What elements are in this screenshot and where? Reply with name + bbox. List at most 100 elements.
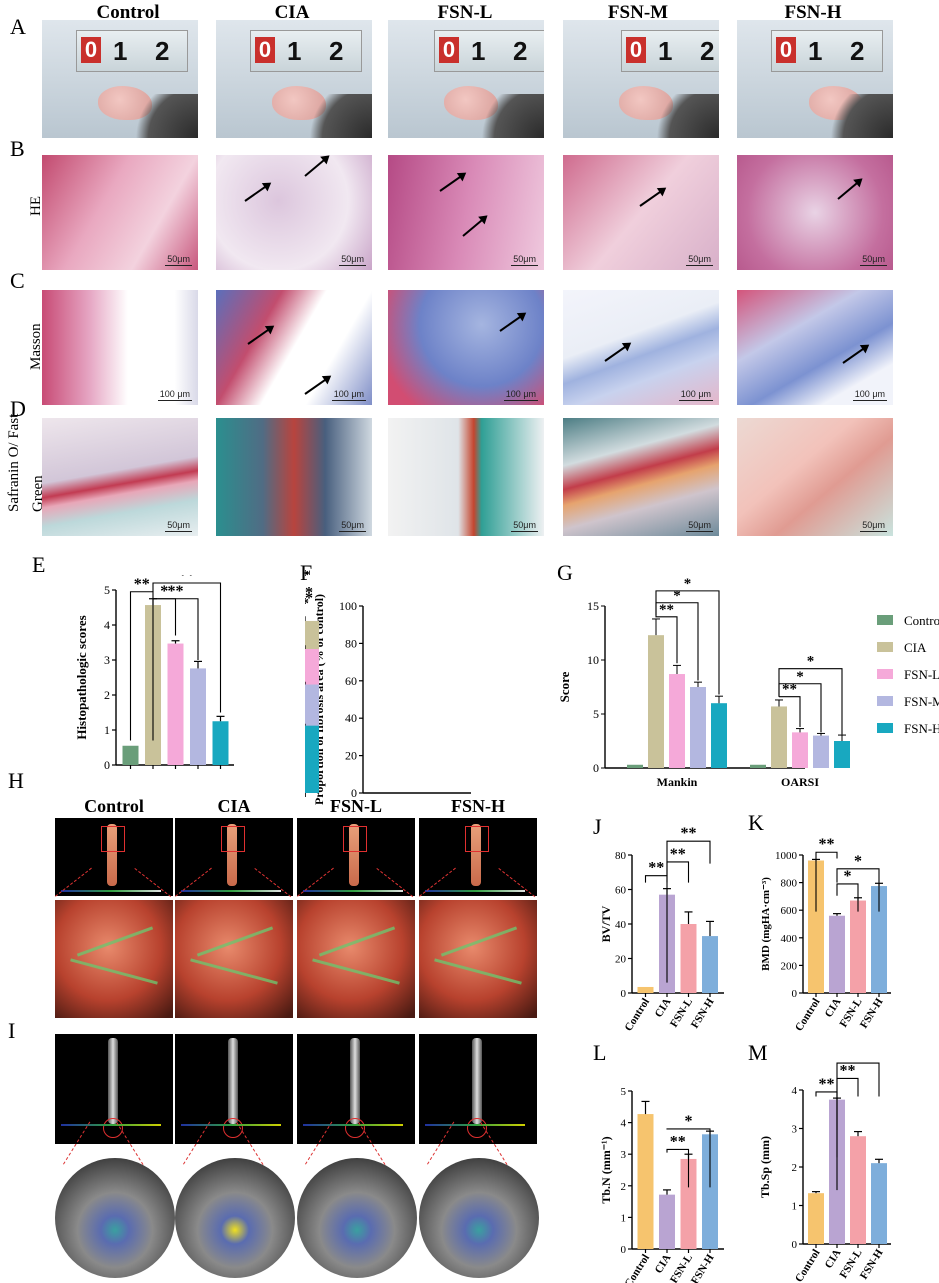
- ct-scale: [303, 1124, 403, 1126]
- bar-fsn-l: [850, 1136, 866, 1244]
- legend-label: FSN-H: [904, 721, 939, 736]
- ruler-zero: 0: [439, 37, 459, 63]
- bar-fsn-h: [212, 721, 229, 765]
- skeleton-foot: [227, 824, 237, 886]
- panel-letter-k: K: [748, 810, 764, 835]
- chart-g: 051015ScoreMankinOARSI********ControlCIA…: [557, 576, 939, 789]
- bar-control-oarsi: [750, 764, 766, 768]
- column-title-fsn-h: FSN-H: [784, 2, 842, 23]
- significance-bracket: [666, 1148, 690, 1188]
- y-tick-label: 0: [621, 988, 627, 1000]
- y-axis-label: Histopathologic scores: [74, 615, 89, 739]
- ruler-one: 1: [113, 36, 128, 66]
- bar-fsn-l-mankin: [669, 674, 685, 768]
- significance-marker: **: [670, 846, 686, 863]
- column-title-fsn-l: FSN-L: [437, 2, 493, 23]
- panel-letter-c: C: [10, 268, 25, 293]
- legend-swatch: [877, 642, 893, 652]
- fur: [649, 94, 719, 138]
- significance-bracket: [152, 582, 222, 713]
- scale-bar: 50μm: [339, 254, 366, 266]
- x-tick-label: CIA: [823, 1247, 844, 1271]
- trabecula-line: [70, 958, 158, 985]
- column-title-control: Control: [96, 2, 160, 23]
- panel-letter-i: I: [8, 1018, 16, 1043]
- significance-bracket: [666, 840, 711, 876]
- ct-scale: [425, 1124, 525, 1126]
- bar-fsn-h-mankin: [711, 703, 727, 768]
- chart-f: 020406080100Proportion of fibrosis area …: [305, 540, 471, 805]
- bar-cia: [659, 1194, 675, 1249]
- ruler-zero: 0: [255, 37, 275, 63]
- tibia-shape: [350, 1038, 360, 1124]
- trabecula-line: [76, 926, 154, 957]
- scale-bar: 50μm: [511, 520, 538, 532]
- y-tick-label: 20: [615, 954, 627, 966]
- microct-overview: [419, 1034, 537, 1144]
- y-tick-label: 0: [351, 786, 357, 800]
- microct-zoom: [175, 1158, 295, 1278]
- ruler-two: 2: [700, 36, 715, 66]
- histology-image: 100 μm: [42, 290, 198, 405]
- bar-control: [808, 860, 824, 993]
- significance-marker: *: [673, 588, 681, 604]
- roi-box: [465, 826, 489, 852]
- panel-letter-g: G: [557, 560, 573, 585]
- histology-image: 50μm: [737, 155, 893, 270]
- roi-box: [343, 826, 367, 852]
- bar-fsn-h: [305, 725, 319, 793]
- significance-marker: **: [168, 583, 184, 600]
- legend-label: FSN-L: [904, 667, 939, 682]
- roi-circle: [467, 1118, 487, 1138]
- ct-column-title: FSN-L: [329, 796, 382, 816]
- y-axis-label: BV/TV: [599, 905, 613, 942]
- x-tick-label: CIA: [653, 996, 674, 1020]
- y-tick-label: 100: [339, 599, 357, 613]
- histology-image: 50μm: [42, 418, 198, 536]
- y-tick-label: 2: [792, 1162, 798, 1174]
- y-tick-label: 4: [621, 1118, 627, 1130]
- microct-overview: [175, 1034, 293, 1144]
- ct-zoom-image: [419, 900, 537, 1018]
- bar-fsn-l: [167, 643, 184, 765]
- skeleton-foot: [349, 824, 359, 886]
- bar-fsn-l: [850, 900, 866, 993]
- histology-image: 50μm: [388, 418, 544, 536]
- bar-fsn-h: [702, 936, 718, 993]
- y-tick-label: 1000: [775, 850, 798, 862]
- significance-bracket: [836, 1062, 880, 1158]
- significance-marker: **: [305, 590, 313, 607]
- significance-marker: **: [305, 584, 313, 601]
- histology-image: 50μm: [563, 155, 719, 270]
- x-tick-label: CIA: [653, 1252, 674, 1276]
- x-tick-label: FSN-H: [689, 996, 717, 1031]
- fur: [302, 94, 372, 138]
- significance-marker: **: [648, 860, 664, 877]
- microct-zoom: [419, 1158, 539, 1278]
- x-tick-label: Control: [623, 1252, 653, 1283]
- ct-overview: [297, 818, 415, 896]
- significance-marker: *: [160, 583, 168, 600]
- scale-bar: 100 μm: [678, 389, 713, 401]
- bar-control: [808, 1193, 824, 1244]
- y-axis-label: Tb.N (mm⁻¹): [599, 1136, 613, 1203]
- x-tick-label-mankin: Mankin: [657, 775, 698, 789]
- y-tick-label: 5: [593, 707, 599, 721]
- significance-bracket: [655, 615, 678, 664]
- microct-overview: [55, 1034, 173, 1144]
- column-title-fsn-m: FSN-M: [607, 2, 669, 23]
- ct-scale: [61, 890, 161, 892]
- significance-marker: **: [819, 1076, 835, 1093]
- fur: [823, 94, 893, 138]
- ruler-two: 2: [850, 36, 865, 66]
- y-tick-label: 40: [615, 919, 627, 931]
- trabecula-line: [190, 958, 278, 985]
- tibia-shape: [108, 1038, 118, 1124]
- significance-marker: *: [854, 1060, 862, 1064]
- bar-fsn-h: [702, 1134, 718, 1249]
